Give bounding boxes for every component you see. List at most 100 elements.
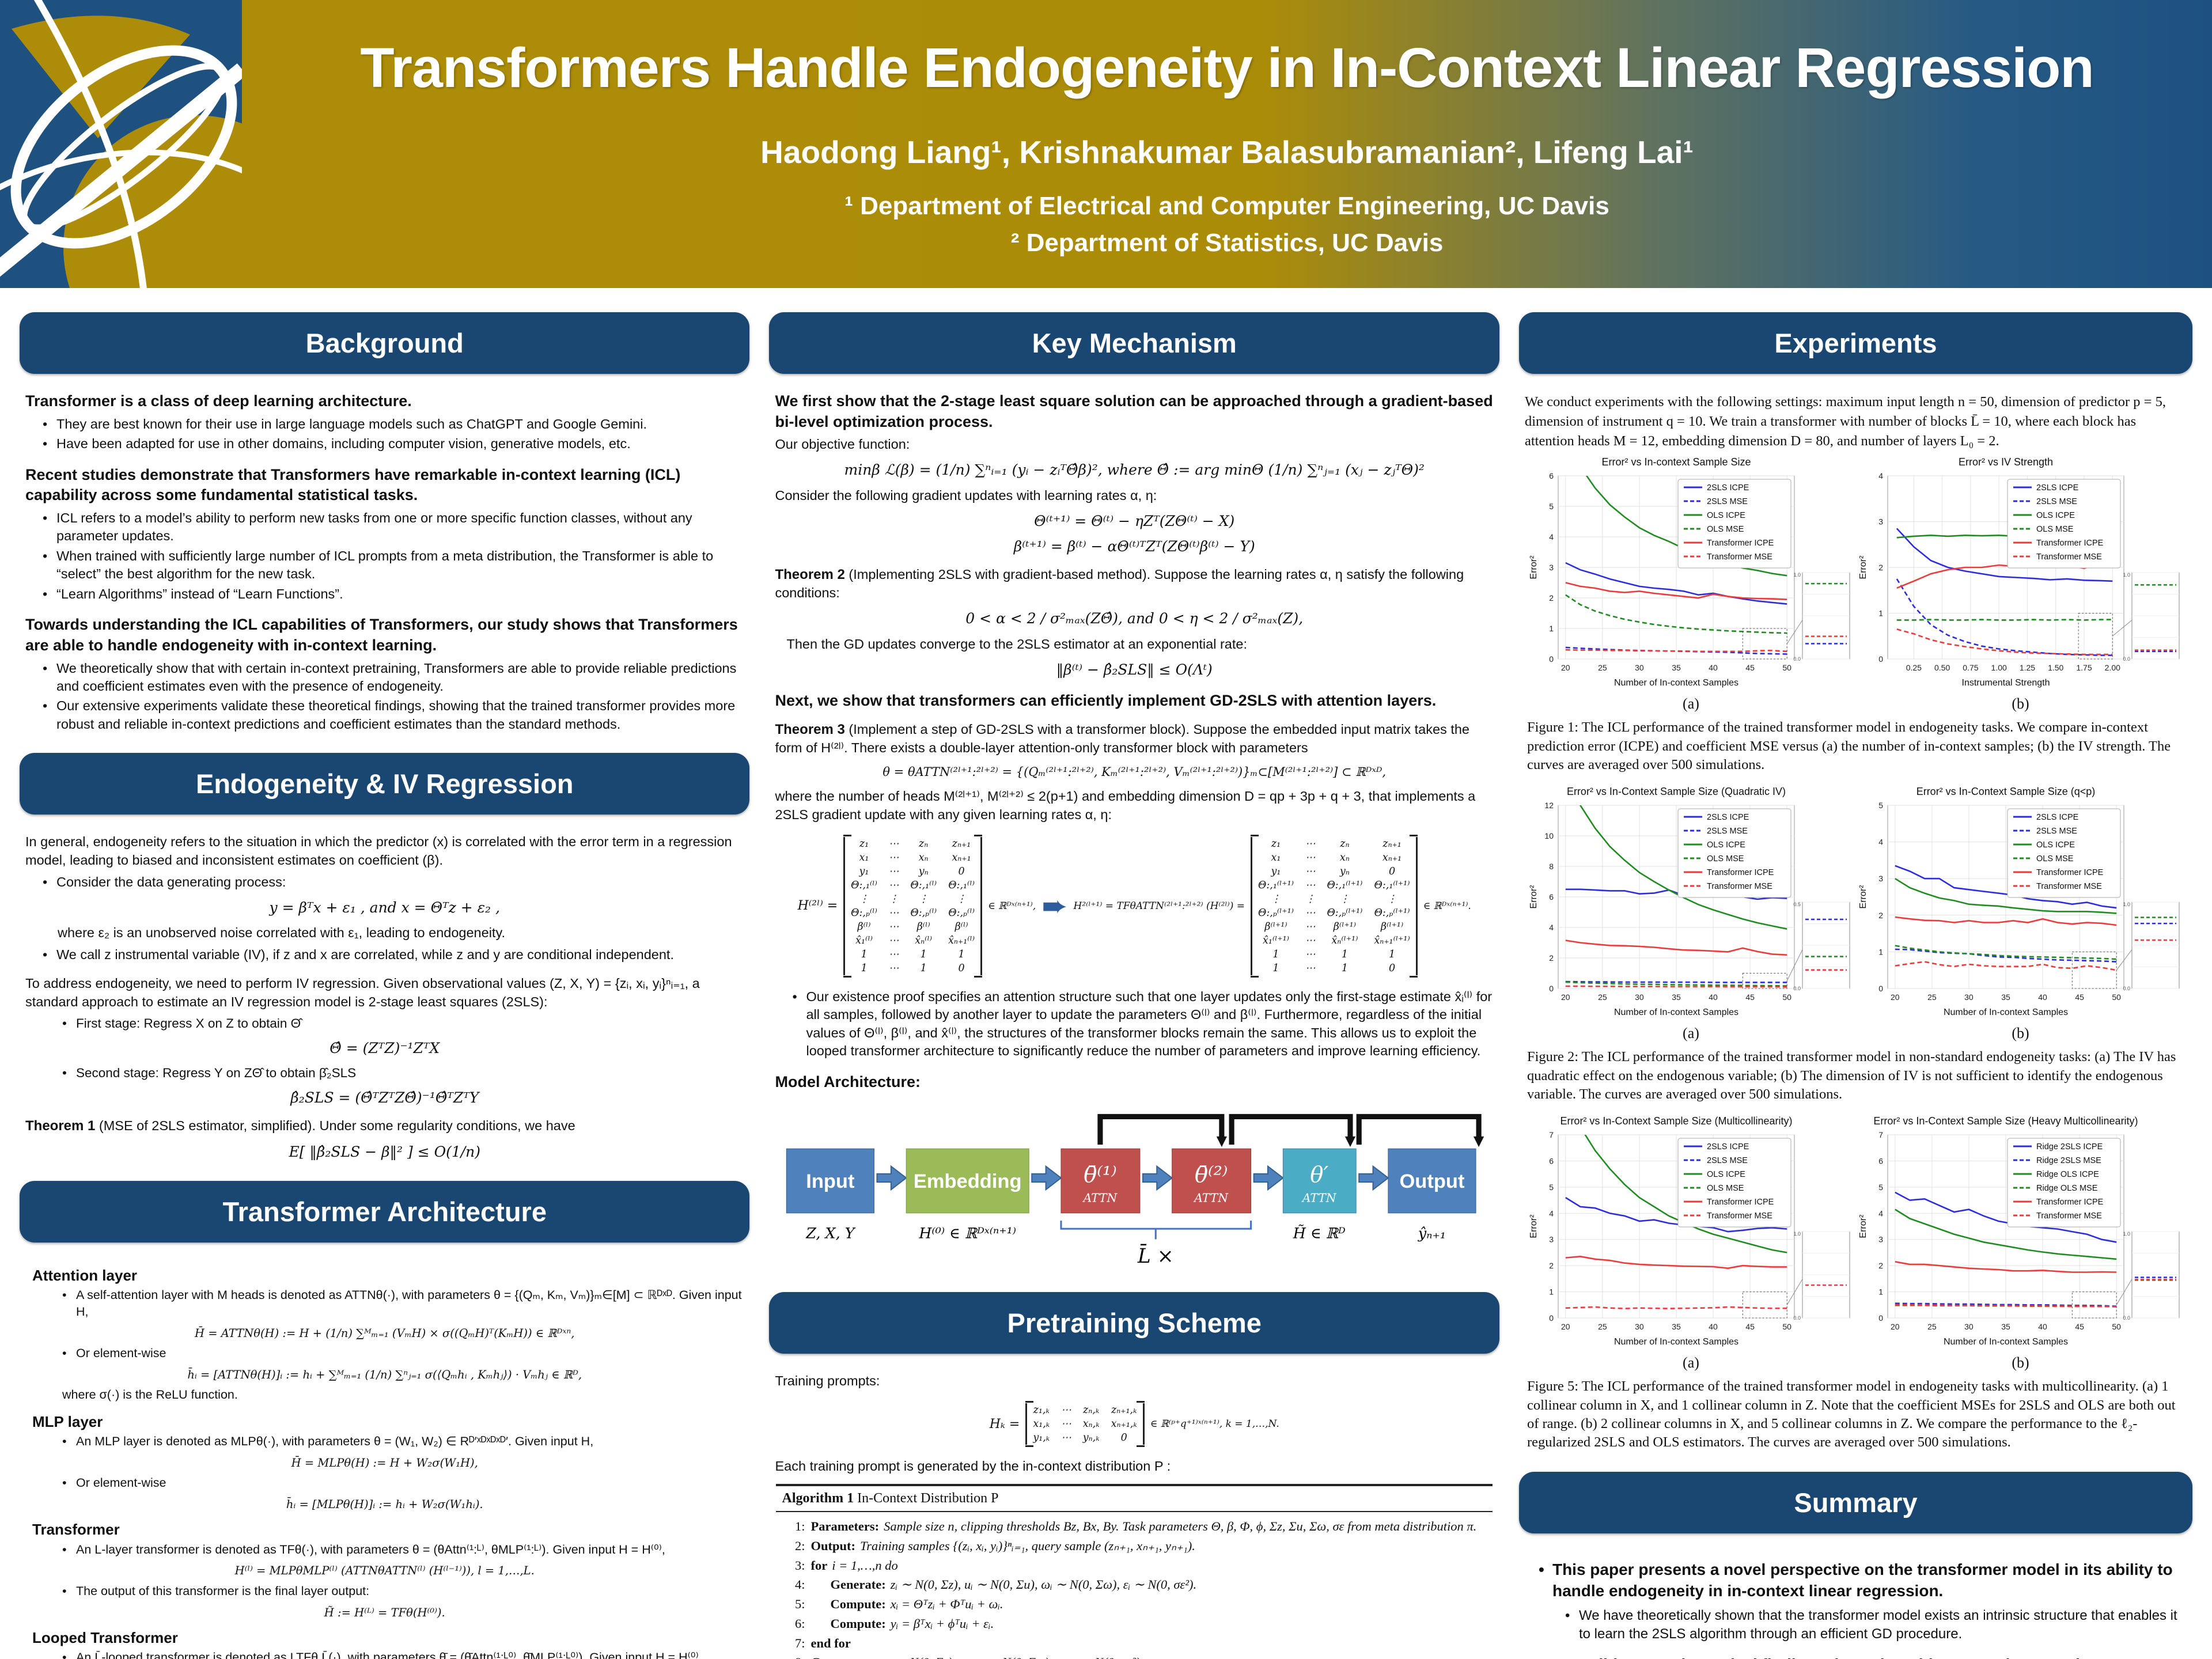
svg-text:50: 50 xyxy=(2112,993,2122,1002)
model-architecture-label: Model Architecture: xyxy=(775,1073,921,1090)
flow-arrows xyxy=(876,1165,1390,1191)
matrix-cell: xₙ₊₁ xyxy=(952,851,971,863)
svg-text:2: 2 xyxy=(1879,1262,1884,1271)
svg-text:2SLS MSE: 2SLS MSE xyxy=(1707,827,1748,836)
svg-text:1: 1 xyxy=(1879,609,1884,618)
experiments-content: We conduct experiments with the followin… xyxy=(1519,374,2192,1452)
matrix-h2l1-note: ∈ ℝᴰˣ⁽ⁿ⁺¹⁾. xyxy=(1423,900,1471,912)
bullet-item: An MLP layer is denoted as MLPθ(·), with… xyxy=(62,1433,744,1450)
svg-text:Error² vs In-Context Sample Si: Error² vs In-Context Sample Size (Quadra… xyxy=(1567,786,1786,797)
svg-text:Number of In-context Samples: Number of In-context Samples xyxy=(1614,1337,1738,1347)
theorem-2-text: (Implementing 2SLS with gradient-based m… xyxy=(775,566,1464,601)
bullet-item: An L̄-looped transformer is denoted as L… xyxy=(62,1649,744,1659)
svg-text:Transformer ICPE: Transformer ICPE xyxy=(1707,1198,1774,1207)
matrix-cell: ⋯ xyxy=(1305,838,1316,850)
svg-text:1.0: 1.0 xyxy=(2123,572,2131,578)
matrix-cell: 1 xyxy=(1272,948,1279,960)
svg-text:Error²: Error² xyxy=(1858,555,1868,579)
hidden-under-label: H̃ ∈ ℝᴰ xyxy=(1293,1225,1346,1242)
svg-text:Transformer MSE: Transformer MSE xyxy=(2036,882,2102,891)
matrix-cell: Θ:,ₚ⁽ˡ⁺¹⁾ xyxy=(1327,907,1363,919)
matrix-cell: 1 xyxy=(861,948,868,960)
algorithm-line: 4: Generate: zᵢ ∼ N(0, Σz), uᵢ ∼ N(0, Σu),… xyxy=(794,1577,1197,1592)
svg-text:Error² vs IV Strength: Error² vs IV Strength xyxy=(1959,456,2053,468)
theorem-1: Theorem 1 (MSE of 2SLS estimator, simpli… xyxy=(25,1117,744,1136)
arch-mlp-heading: MLP layer xyxy=(32,1412,103,1430)
matrix-cell: ⋯ xyxy=(1305,879,1316,891)
svg-text:50: 50 xyxy=(1783,993,1792,1002)
theorem-1-label: Theorem 1 xyxy=(25,1118,96,1134)
matrix-cell: zₙ xyxy=(1340,838,1350,850)
matrix-mid-label: H²⁽ˡ⁺¹⁾ = TFθATTN⁽²ˡ⁺¹:²ˡ⁺²⁾ (H⁽²ˡ⁾) = xyxy=(1073,900,1245,912)
svg-text:2: 2 xyxy=(1550,1262,1554,1271)
attn2-label: θ̄⁽²⁾ xyxy=(1195,1162,1228,1188)
figure-sublabel: (a) xyxy=(1683,695,1699,713)
svg-text:7: 7 xyxy=(1879,1130,1884,1139)
background-heading-3: Towards understanding the ICL capabiliti… xyxy=(25,616,738,654)
matrix-cell: ⋯ xyxy=(1061,1432,1071,1444)
summary-subpoint: We have theoretically shown that the tra… xyxy=(1565,1607,2187,1643)
matrix-h2l1: z₁ ⋯ zₙ zₙ₊₁ x₁ ⋯ xₙ xₙ₊₁ y₁ ⋯ yₙ 0 Θ:,₁⁽ˡ⁺¹⁾ ⋯ Θ:,₁⁽ˡ… xyxy=(1251,834,1418,978)
svg-text:0.0: 0.0 xyxy=(2123,986,2131,991)
equation-convergence: ‖β⁽ᵗ⁾ − β̂₂SLS‖ ≤ O(Λᵗ) xyxy=(1056,661,1213,678)
svg-text:6: 6 xyxy=(1550,892,1554,902)
matrix-cell: xₙ₊₁ xyxy=(1382,851,1402,863)
matrix-cell: ⋮ xyxy=(1339,893,1350,905)
bullet-item: Consider the data generating process: xyxy=(43,873,744,892)
matrix-cell: β⁽ˡ⁺¹⁾ xyxy=(1333,921,1356,933)
final-attention-box xyxy=(1283,1148,1357,1214)
svg-text:Error² vs In-Context Sample Si: Error² vs In-Context Sample Size (q<p) xyxy=(1916,786,2096,797)
svg-text:10: 10 xyxy=(1545,831,1554,840)
svg-text:3: 3 xyxy=(1550,1235,1554,1244)
svg-text:6: 6 xyxy=(1879,1157,1884,1166)
bullet-item: Have been adapted for use in other domai… xyxy=(43,435,744,453)
endogeneity-content: In general, endogeneity refers to the si… xyxy=(20,815,749,1161)
svg-text:30: 30 xyxy=(1965,993,1974,1002)
matrix-cell: ⋯ xyxy=(1305,948,1316,960)
matrix-cell: ⋮ xyxy=(1271,893,1281,905)
final-attn-sublabel: ATTN xyxy=(1301,1191,1337,1205)
matrix-cell: zₙ,ₖ xyxy=(1083,1404,1100,1416)
matrix-cell: ⋯ xyxy=(888,865,899,877)
svg-text:Ridge 2SLS ICPE: Ridge 2SLS ICPE xyxy=(2036,1142,2103,1152)
svg-text:Number of In-context Samples: Number of In-context Samples xyxy=(1614,1007,1738,1017)
svg-text:50: 50 xyxy=(2112,1322,2122,1331)
background-heading-1: Transformer is a class of deep learning … xyxy=(25,392,412,410)
svg-text:1.0: 1.0 xyxy=(1794,1231,1801,1237)
svg-text:1.25: 1.25 xyxy=(2020,663,2035,672)
svg-text:2SLS ICPE: 2SLS ICPE xyxy=(1707,483,1749,493)
svg-text:3: 3 xyxy=(1550,563,1554,572)
svg-text:0: 0 xyxy=(1879,984,1884,993)
matrix-cell: Θ:,ₚ⁽ˡ⁺¹⁾ xyxy=(1374,907,1410,919)
svg-text:45: 45 xyxy=(1746,993,1755,1002)
svg-text:Transformer ICPE: Transformer ICPE xyxy=(2036,868,2104,877)
matrix-cell: 0 xyxy=(958,962,965,974)
matrix-cell: Θ:,₁⁽ˡ⁾ xyxy=(910,879,937,891)
key-mechanism-content: We first show that the 2-stage least squ… xyxy=(769,374,1499,1272)
svg-text:35: 35 xyxy=(2002,1322,2011,1331)
svg-text:Error² vs In-Context Sample Si: Error² vs In-Context Sample Size (Multic… xyxy=(1560,1115,1793,1127)
matrix-cell: x₁ xyxy=(1271,851,1281,863)
svg-text:30: 30 xyxy=(1965,1322,1974,1331)
svg-text:35: 35 xyxy=(1672,993,1681,1002)
background-heading-2: Recent studies demonstrate that Transfor… xyxy=(25,465,681,504)
svg-text:OLS ICPE: OLS ICPE xyxy=(2036,511,2075,520)
section-title-key-mechanism: Key Mechanism xyxy=(769,312,1499,374)
matrix-cell: zₙ₊₁ xyxy=(1382,838,1402,850)
key-lead: We first show that the 2-stage least squ… xyxy=(775,392,1493,430)
arch-looped-heading: Looped Transformer xyxy=(32,1628,178,1646)
svg-text:25: 25 xyxy=(1928,1322,1937,1331)
svg-text:20: 20 xyxy=(1562,1322,1571,1331)
output-box xyxy=(1388,1148,1477,1214)
summary-point-2: We validate our theoretical findings thr… xyxy=(1539,1654,2187,1659)
svg-text:5: 5 xyxy=(1550,1183,1554,1192)
algorithm-lines: 1: Parameters: Sample size n, clipping thr… xyxy=(776,1512,1492,1659)
equation-transformer-layer: H⁽ˡ⁾ = MLPθMLP⁽ˡ⁾ (ATTNθATTN⁽ˡ⁾ (H⁽ˡ⁻¹⁾)… xyxy=(234,1564,535,1578)
matrix-cell: ⋯ xyxy=(1061,1418,1071,1430)
matrix-cell: Θ:,₁⁽ˡ⁺¹⁾ xyxy=(1374,879,1410,891)
arch-transformer-heading: Transformer xyxy=(32,1521,120,1539)
svg-text:2: 2 xyxy=(1879,563,1884,572)
svg-text:Transformer ICPE: Transformer ICPE xyxy=(1707,868,1774,877)
loop-connector-lines xyxy=(1097,1114,1482,1145)
